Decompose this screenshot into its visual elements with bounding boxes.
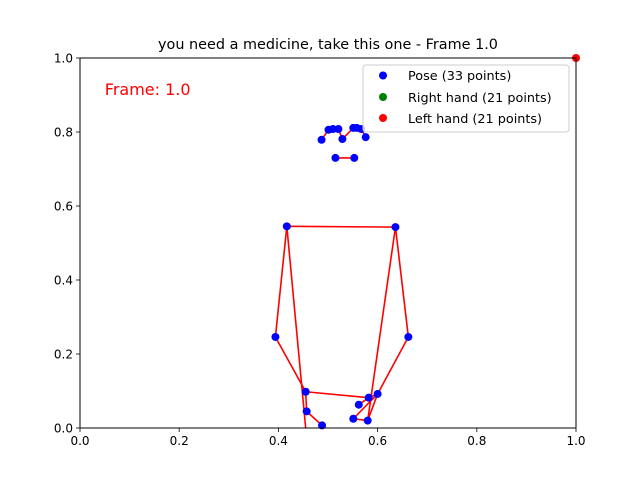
x-axis: 0.0 0.2 0.4 0.6 0.8 1.0 <box>70 428 586 448</box>
pose-point <box>338 135 347 144</box>
plot-frame <box>79 57 577 429</box>
legend: Pose (33 points) Right hand (21 points) … <box>362 64 570 133</box>
pose-point <box>271 332 280 341</box>
legend-marker-pose <box>379 71 387 80</box>
skeleton-connection <box>366 226 397 422</box>
skeleton-connection <box>352 393 379 420</box>
y-axis: 0.0 0.2 0.4 0.6 0.8 1.0 <box>54 52 80 436</box>
pose-point <box>364 393 373 402</box>
pose-point <box>302 407 311 416</box>
legend-label-right-hand: Right hand (21 points) <box>408 91 552 106</box>
frame-annotation: Frame: 1.0 <box>105 80 191 99</box>
pose-point <box>349 414 358 423</box>
pose-point <box>350 153 359 162</box>
x-tick-label: 0.8 <box>467 434 486 448</box>
skeleton-connection <box>376 336 410 395</box>
skeleton-connection <box>366 393 379 422</box>
skeleton-connection <box>304 390 370 399</box>
y-tick-label: 0.4 <box>54 274 73 288</box>
y-tick-label: 1.0 <box>54 52 73 66</box>
pose-point <box>317 135 326 144</box>
y-tick-label: 0.2 <box>54 348 73 362</box>
y-tick-label: 0.6 <box>54 200 73 214</box>
pose-point <box>404 332 413 341</box>
pose-point <box>331 153 340 162</box>
y-tick-label: 0.8 <box>54 126 73 140</box>
skeleton-connection <box>286 225 307 428</box>
legend-box <box>362 64 570 133</box>
pose-point <box>354 400 363 409</box>
x-tick-label: 0.0 <box>70 434 89 448</box>
x-tick-label: 0.2 <box>170 434 189 448</box>
x-tick-label: 1.0 <box>566 434 585 448</box>
legend-label-left-hand: Left hand (21 points) <box>408 112 542 127</box>
skeleton-connection <box>394 226 410 338</box>
skeleton-connection <box>286 225 397 228</box>
pose-point <box>318 421 327 430</box>
pose-point <box>361 133 370 142</box>
y-tick-label: 0.0 <box>54 422 73 436</box>
pose-point <box>391 223 400 232</box>
skeleton-connection <box>274 225 288 338</box>
pose-point <box>301 387 310 396</box>
pose-point <box>282 222 291 231</box>
x-tick-label: 0.4 <box>269 434 288 448</box>
x-tick-label: 0.6 <box>368 434 387 448</box>
pose-point <box>334 125 343 134</box>
pose-point <box>363 416 372 425</box>
legend-marker-left-hand <box>379 114 387 122</box>
legend-marker-right-hand <box>379 93 387 101</box>
legend-label-pose: Pose (33 points) <box>408 69 511 84</box>
chart-title: you need a medicine, take this one - Fra… <box>158 37 498 53</box>
pose-point <box>373 389 382 398</box>
